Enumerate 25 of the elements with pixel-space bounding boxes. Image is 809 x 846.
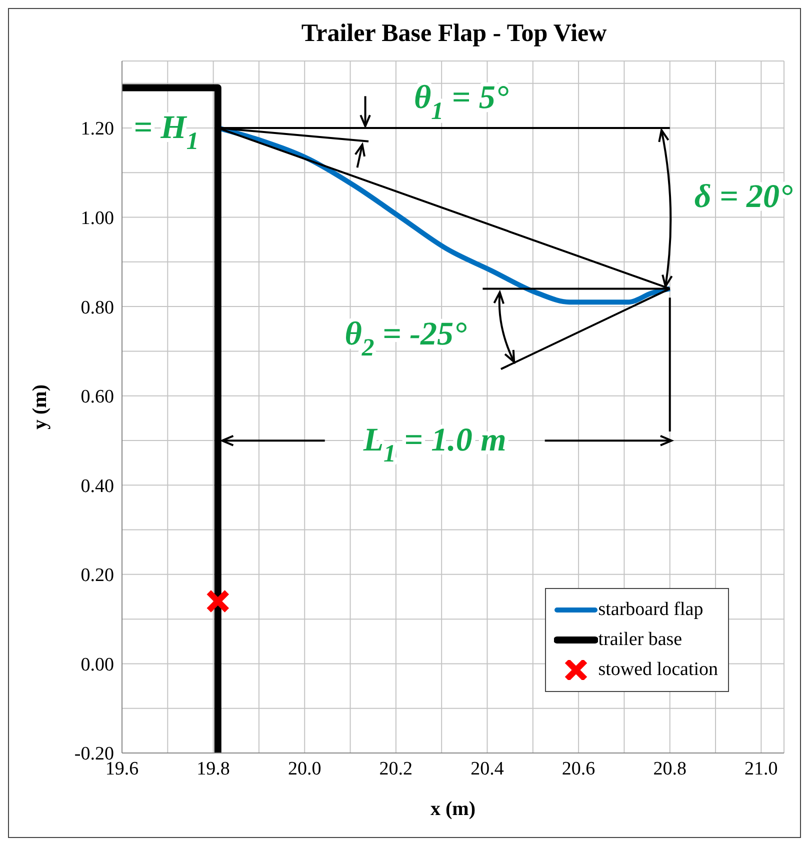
x-tick-label: 20.6 [562,758,596,780]
annotation: θ$_{2}$ = -25° [344,316,467,362]
y-tick-label: 1.20 [80,118,114,140]
x-tick-label: 19.8 [196,758,230,780]
legend-label: trailer base [598,629,682,651]
y-tick-label: 0.00 [80,654,114,676]
annotation: θ$_{1}$ = 5° [414,80,509,126]
chart-title: Trailer Base Flap - Top View [301,20,607,47]
legend-label: starboard flap [598,599,704,621]
annotation: = H$_{1}$ [134,110,199,156]
annotation: δ = 20° [694,178,793,215]
y-tick-label: 0.60 [80,386,114,408]
x-tick-label: 20.0 [288,758,322,780]
x-axis-title: x (m) [430,798,476,820]
annotation: L$_{1}$ = 1.0 m [362,422,506,468]
x-tick-label: 21.0 [744,758,778,780]
y-tick-label: 0.20 [80,565,114,586]
y-tick-label: 0.40 [80,476,114,497]
x-tick-label: 20.2 [379,758,413,780]
y-tick-label: 0.80 [80,297,114,318]
y-axis-title: y (m) [29,384,52,430]
legend-label: stowed location [598,659,718,681]
x-tick-label: 20.4 [470,758,504,780]
y-tick-label: 1.00 [80,208,114,230]
x-tick-label: 20.8 [653,758,686,780]
